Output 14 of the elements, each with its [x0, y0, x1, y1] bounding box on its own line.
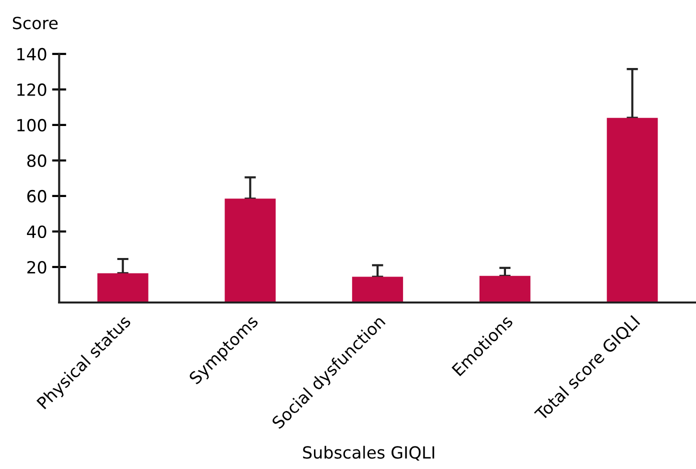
bar	[97, 273, 148, 303]
bar	[479, 276, 530, 303]
bar	[352, 276, 404, 303]
y-tick-label: 80	[27, 154, 46, 168]
y-tick-label: 120	[17, 83, 46, 96]
bar	[224, 198, 276, 303]
bar	[606, 118, 658, 303]
y-axis-title: Score	[12, 16, 58, 30]
y-tick-label: 100	[17, 118, 46, 132]
y-tick-label: 60	[27, 190, 46, 203]
y-tick-label: 140	[17, 48, 46, 61]
y-tick-label: 20	[27, 260, 46, 274]
x-axis-title: Subscales GIQLI	[303, 446, 434, 461]
y-tick-label: 40	[26, 225, 46, 238]
